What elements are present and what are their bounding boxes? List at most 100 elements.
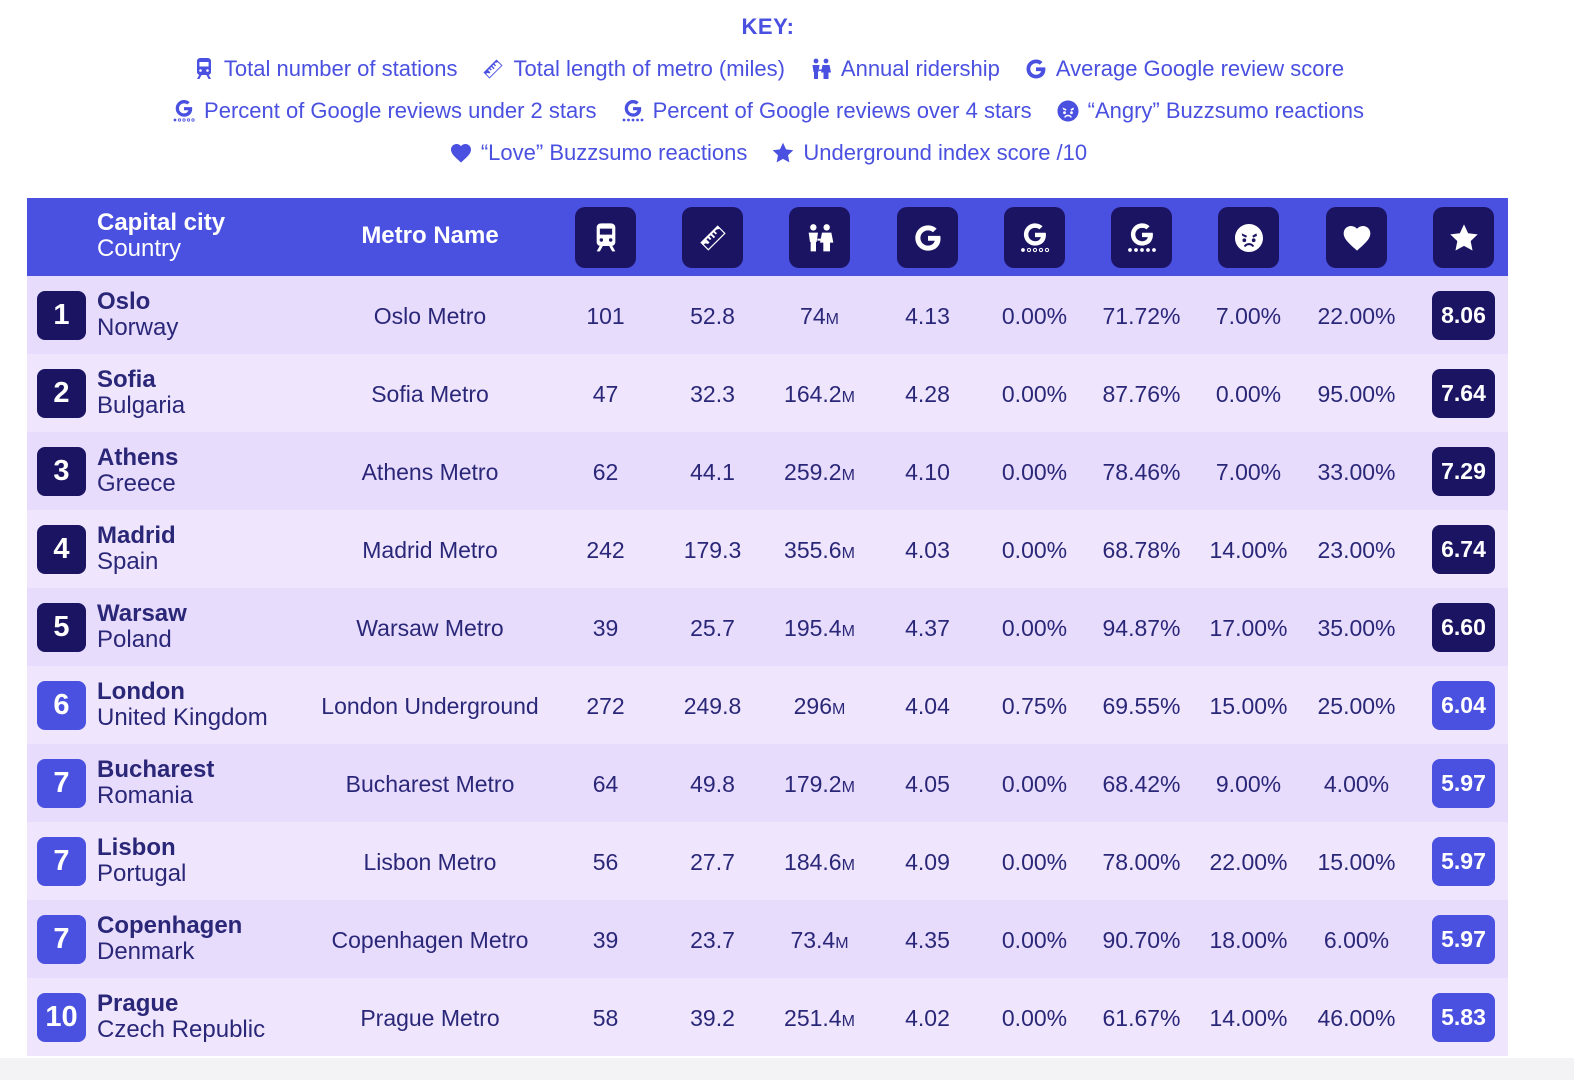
country-name: Norway [97, 314, 179, 341]
metro-name: Prague Metro [360, 1005, 500, 1031]
header-score-icon [1433, 207, 1494, 268]
cell-stations: 62 [592, 459, 619, 485]
header-google-under2-icon [1004, 207, 1065, 268]
city-country: Madrid Spain [97, 523, 176, 575]
cell-length: 23.7 [690, 927, 735, 953]
ridership-value: 74 [800, 303, 826, 329]
cell-length: 39.2 [690, 1005, 735, 1031]
rank-badge: 7 [37, 837, 86, 886]
metro-name: Athens Metro [361, 459, 499, 485]
cell-google-over4: 90.70% [1102, 927, 1181, 953]
ridership-value: 251.4 [784, 1005, 842, 1031]
cell-ridership: 179.2M [769, 771, 870, 798]
header-length-icon [682, 207, 743, 268]
cell-google-over4: 69.55% [1102, 693, 1181, 719]
city-country: Athens Greece [97, 445, 178, 497]
cell-angry: 15.00% [1209, 693, 1288, 719]
header-love-icon [1326, 207, 1387, 268]
ranking-table: Capital city Country Metro Name 1 Oslo N… [27, 198, 1508, 1056]
index-score-badge: 6.60 [1432, 603, 1495, 652]
country-name: United Kingdom [97, 704, 268, 731]
city-name: Prague [97, 990, 179, 1017]
cell-google-under2: 0.00% [1001, 1005, 1068, 1031]
google-low-stars-icon [1019, 222, 1051, 254]
key-item-google-under2: Percent of Google reviews under 2 stars [172, 98, 597, 124]
rank-badge: 6 [37, 681, 86, 730]
city-country: Warsaw Poland [97, 601, 187, 653]
key-item-length: Total length of metro (miles) [481, 56, 785, 82]
city-name: London [97, 678, 185, 705]
cell-google-under2: 0.00% [1001, 459, 1068, 485]
index-score-badge: 6.04 [1432, 681, 1495, 730]
cell-love: 6.00% [1323, 927, 1390, 953]
cell-love: 23.00% [1317, 537, 1396, 563]
cell-angry: 7.00% [1215, 459, 1282, 485]
index-score-badge: 5.83 [1432, 993, 1495, 1042]
cell-stations: 272 [586, 693, 625, 719]
ridership-value: 355.6 [784, 537, 842, 563]
metro-name: Sofia Metro [371, 381, 489, 407]
header-country-label: Country [97, 235, 182, 262]
cell-stations: 101 [586, 303, 625, 329]
country-name: Portugal [97, 860, 187, 887]
cell-ridership: 251.4M [769, 1005, 870, 1032]
ridership-unit: M [841, 545, 855, 562]
rank-badge: 10 [37, 993, 86, 1042]
cell-google-score: 4.35 [905, 927, 950, 953]
header-ridership-icon [789, 207, 850, 268]
cell-stations: 47 [592, 381, 619, 407]
key-row: Percent of Google reviews under 2 stars … [0, 98, 1536, 124]
cell-angry: 22.00% [1209, 849, 1288, 875]
index-score-badge: 7.29 [1432, 447, 1495, 496]
index-score-badge: 8.06 [1432, 291, 1495, 340]
index-score-badge: 5.97 [1432, 915, 1495, 964]
city-country: London United Kingdom [97, 679, 268, 731]
metro-name: Oslo Metro [373, 303, 487, 329]
cell-love: 33.00% [1317, 459, 1396, 485]
cell-angry: 17.00% [1209, 615, 1288, 641]
cell-google-under2: 0.00% [1001, 771, 1068, 797]
table-row: 10 Prague Czech Republic Prague Metro 58 3… [27, 978, 1508, 1056]
table-row: 7 Copenhagen Denmark Copenhagen Metro 39 2… [27, 900, 1508, 978]
ridership-value: 164.2 [784, 381, 842, 407]
metro-name: Warsaw Metro [356, 615, 504, 641]
cell-google-over4: 68.78% [1102, 537, 1181, 563]
cell-google-over4: 68.42% [1102, 771, 1181, 797]
cell-angry: 7.00% [1215, 303, 1282, 329]
country-name: Bulgaria [97, 392, 186, 419]
cell-love: 22.00% [1317, 303, 1396, 329]
google-icon [1024, 57, 1048, 81]
cell-love: 35.00% [1317, 615, 1396, 641]
cell-google-over4: 71.72% [1102, 303, 1181, 329]
table-header: Capital city Country Metro Name [27, 198, 1508, 276]
index-score-badge: 6.74 [1432, 525, 1495, 574]
cell-love: 4.00% [1323, 771, 1390, 797]
rank-badge: 4 [37, 525, 86, 574]
index-score-badge: 7.64 [1432, 369, 1495, 418]
cell-stations: 58 [592, 1005, 619, 1031]
star-icon [771, 141, 795, 165]
key-item-love: “Love” Buzzsumo reactions [449, 140, 747, 166]
table-row: 7 Bucharest Romania Bucharest Metro 64 49.… [27, 744, 1508, 822]
rank-badge: 7 [37, 759, 86, 808]
cell-angry: 14.00% [1209, 1005, 1288, 1031]
header-metro-label: Metro Name [361, 222, 499, 249]
ridership-unit: M [825, 311, 839, 328]
cell-length: 52.8 [690, 303, 735, 329]
google-low-stars-icon [172, 99, 196, 123]
city-name: Sofia [97, 366, 156, 393]
cell-google-score: 4.05 [905, 771, 950, 797]
cell-angry: 9.00% [1215, 771, 1282, 797]
cell-google-score: 4.04 [905, 693, 950, 719]
header-google-icon [897, 207, 958, 268]
cell-google-under2: 0.00% [1001, 537, 1068, 563]
ridership-unit: M [841, 389, 855, 406]
cell-google-over4: 78.46% [1102, 459, 1181, 485]
header-city-label: Capital city [97, 209, 226, 236]
cell-ridership: 296M [769, 693, 870, 720]
google-high-stars-icon [1126, 222, 1158, 254]
index-score-badge: 5.97 [1432, 759, 1495, 808]
city-name: Warsaw [97, 600, 187, 627]
country-name: Greece [97, 470, 176, 497]
metro-name: Lisbon Metro [363, 849, 497, 875]
